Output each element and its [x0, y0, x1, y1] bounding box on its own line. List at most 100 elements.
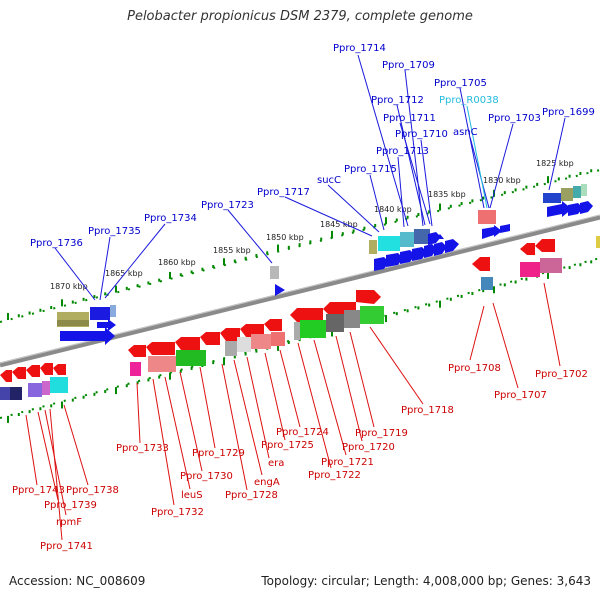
gene-block: [0, 387, 10, 400]
gene-label-ppro-1720[interactable]: Ppro_1720: [342, 442, 395, 453]
gene-label-ppro-1715[interactable]: Ppro_1715: [344, 164, 397, 175]
gene-label-ppro-1711[interactable]: Ppro_1711: [383, 113, 436, 124]
gene-label-ppro-1733[interactable]: Ppro_1733: [116, 443, 169, 454]
gene-block: [294, 322, 300, 340]
gene-arrow: [275, 284, 285, 296]
gene-block: [176, 350, 206, 366]
gene-label-ppro-1713[interactable]: Ppro_1713: [376, 146, 429, 157]
gene-label-succ[interactable]: sucC: [317, 175, 341, 186]
gene-label-ppro-1735[interactable]: Ppro_1735: [88, 226, 141, 237]
leader-line: [164, 376, 191, 490]
gene-arrow: [53, 364, 66, 375]
gene-label-ppro-1705[interactable]: Ppro_1705: [434, 78, 487, 89]
leader-line: [297, 342, 332, 469]
gene-label-ppro-1702[interactable]: Ppro_1702: [535, 369, 588, 380]
gene-label-ppro-1734[interactable]: Ppro_1734: [144, 213, 197, 224]
gene-label-enga[interactable]: engA: [254, 477, 280, 488]
gene-label-ppro-1719[interactable]: Ppro_1719: [355, 428, 408, 439]
gene-label-ppro-1721[interactable]: Ppro_1721: [321, 457, 374, 468]
gene-label-ppro-1741[interactable]: Ppro_1741: [40, 541, 93, 552]
gene-block: [300, 320, 326, 338]
gene-label-ppro-1728[interactable]: Ppro_1728: [225, 490, 278, 501]
leader-line: [396, 104, 426, 226]
gene-label-ppro-1739[interactable]: Ppro_1739: [44, 500, 97, 511]
accession-text: Accession: NC_008609: [9, 574, 146, 588]
kbp-label-1855: 1855 kbp: [213, 246, 251, 255]
gene-label-rpmf[interactable]: rpmF: [56, 517, 82, 528]
gene-label-ppro-1723[interactable]: Ppro_1723: [201, 200, 254, 211]
leader-line: [369, 174, 385, 231]
kbp-labels: 1870 kbp 1865 kbp 1860 kbp 1855 kbp 1850…: [50, 159, 574, 291]
gene-label-ppro-1732[interactable]: Ppro_1732: [151, 507, 204, 518]
gene-label-ppro-1703[interactable]: Ppro_1703: [488, 113, 541, 124]
gene-label-ppro-1712[interactable]: Ppro_1712: [371, 95, 424, 106]
gene-label-ppro-1725[interactable]: Ppro_1725: [261, 440, 314, 451]
kbp-label-1845: 1845 kbp: [320, 220, 358, 229]
gene-label-ppro-1722[interactable]: Ppro_1722: [308, 470, 361, 481]
leader-line: [548, 117, 566, 191]
gene-label-ppro-1710[interactable]: Ppro_1710: [395, 129, 448, 140]
gene-arrow: [60, 327, 115, 345]
gene-arrow: [535, 239, 555, 252]
gene-label-ppro-1714[interactable]: Ppro_1714: [333, 43, 386, 54]
gene-arrow: [472, 257, 490, 271]
scale-ticks-top: [7, 169, 593, 320]
gene-label-ppro-1730[interactable]: Ppro_1730: [180, 471, 233, 482]
gene-arrow: [26, 365, 40, 377]
gene-label-asnc[interactable]: asnC: [453, 127, 478, 138]
gene-label-leus[interactable]: leuS: [181, 490, 203, 501]
gene-block: [28, 383, 42, 397]
leader-line: [221, 363, 248, 491]
leader-line: [469, 136, 490, 209]
gene-block: [400, 232, 414, 247]
scale-line-bottom: [0, 257, 600, 419]
gene-block: [360, 306, 384, 324]
gene-block: [90, 307, 110, 320]
gene-block: [225, 341, 237, 356]
gene-arrow: [568, 203, 583, 216]
kbp-label-1860: 1860 kbp: [158, 258, 196, 267]
gene-label-ppro-r0038[interactable]: Ppro_R0038: [439, 95, 499, 106]
leader-line: [489, 123, 514, 209]
gene-arrow: [12, 367, 26, 379]
gene-label-ppro-1736[interactable]: Ppro_1736: [30, 238, 83, 249]
gene-label-ppro-1707[interactable]: Ppro_1707: [494, 390, 547, 401]
gene-arrow: [200, 332, 220, 345]
gene-arrow: [412, 247, 427, 261]
leader-line: [397, 156, 405, 228]
gene-block: [540, 258, 562, 273]
gene-arrow: [424, 244, 437, 258]
gene-label-ppro-1729[interactable]: Ppro_1729: [192, 448, 245, 459]
gene-label-ppro-1738[interactable]: Ppro_1738: [66, 485, 119, 496]
gene-block: [378, 236, 400, 251]
gene-block: [110, 305, 116, 317]
gene-block: [478, 210, 496, 224]
kbp-label-1830: 1830 kbp: [483, 176, 521, 185]
gene-arrow: [220, 328, 240, 341]
gene-block: [520, 262, 540, 277]
leader-line: [233, 359, 263, 476]
leader-line: [399, 122, 431, 225]
bottom-leader-lines: [25, 282, 561, 541]
gene-label-ppro-1708[interactable]: Ppro_1708: [448, 363, 501, 374]
gene-label-ppro-1743[interactable]: Ppro_1743: [12, 485, 65, 496]
gene-arrow: [128, 345, 146, 357]
gene-label-era[interactable]: era: [268, 458, 284, 469]
gene-block: [148, 356, 176, 372]
leader-line: [179, 371, 203, 472]
gene-block: [369, 240, 377, 254]
gene-label-ppro-1699[interactable]: Ppro_1699: [542, 107, 595, 118]
gene-label-ppro-1709[interactable]: Ppro_1709: [382, 60, 435, 71]
gene-block: [344, 310, 360, 328]
gene-arrow: [520, 243, 535, 255]
gene-label-ppro-1718[interactable]: Ppro_1718: [401, 405, 454, 416]
leader-line: [152, 378, 175, 506]
gene-arrow: [40, 363, 53, 375]
gene-label-ppro-1724[interactable]: Ppro_1724: [276, 427, 329, 438]
leader-line: [349, 331, 375, 428]
upper-features: [57, 184, 593, 345]
gene-arrow: [290, 308, 323, 322]
bottom-gene-labels: Ppro_1743 Ppro_1739 rpmF Ppro_1741 Ppro_…: [12, 363, 588, 552]
leader-line: [369, 326, 424, 405]
gene-label-ppro-1717[interactable]: Ppro_1717: [257, 187, 310, 198]
